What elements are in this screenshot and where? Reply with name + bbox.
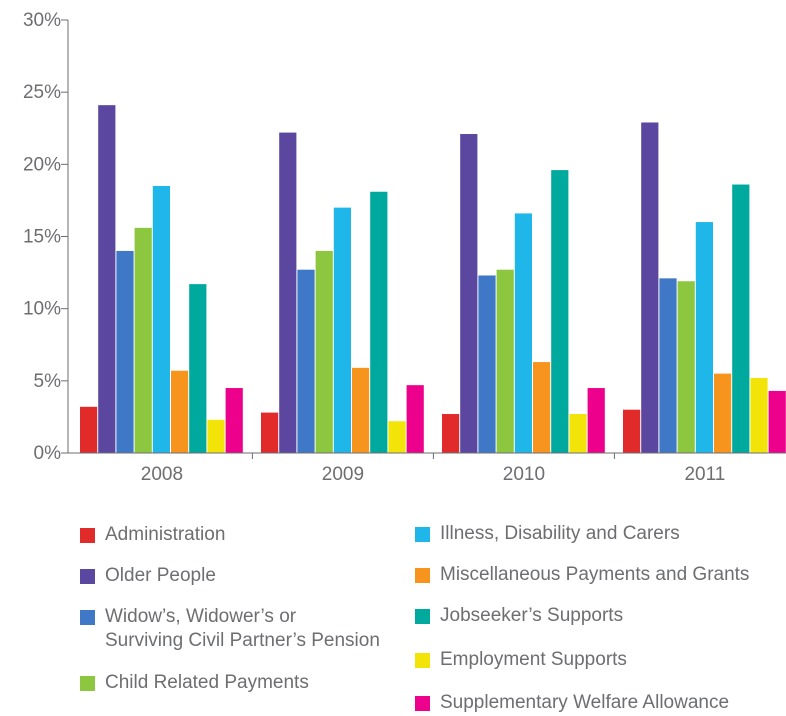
bar-2011-series-5 [714, 373, 732, 453]
y-tick-label: 0% [34, 443, 62, 464]
bar-2010-series-0 [442, 414, 460, 453]
legend-item-widows-pension: Widow’s, Widower’s or Surviving Civil Pa… [80, 605, 380, 653]
legend-item-supplementary-welfare: Supplementary Welfare Allowance [415, 691, 729, 715]
bar-2010-series-1 [460, 134, 478, 454]
bar-2009-series-8 [406, 385, 424, 453]
bar-2009-series-3 [315, 250, 333, 453]
legend-item-child-related: Child Related Payments [80, 671, 309, 695]
legend-item-jobseekers: Jobseeker’s Supports [415, 604, 623, 628]
bars [80, 105, 786, 454]
legend-label: Child Related Payments [105, 672, 309, 693]
bar-2010-series-7 [569, 414, 587, 453]
bar-2011-series-7 [750, 377, 768, 453]
bar-2011-series-6 [732, 184, 750, 454]
y-tick-label: 10% [23, 299, 61, 320]
y-tick-label: 25% [23, 82, 61, 103]
bar-2010-series-3 [496, 269, 514, 453]
bar-2011-series-1 [641, 122, 659, 453]
bar-2008-series-0 [80, 406, 98, 453]
x-axis-ticks: 2008 2009 2010 2011 [141, 453, 725, 485]
bar-2009-series-0 [261, 412, 279, 453]
bar-2009-series-2 [297, 269, 315, 453]
legend-label: Jobseeker’s Supports [440, 605, 624, 626]
legend-swatch [415, 653, 430, 668]
bar-2010-series-2 [478, 275, 496, 453]
legend-swatch [80, 610, 95, 625]
bar-2009-series-7 [388, 421, 406, 453]
y-tick-label: 30% [23, 10, 61, 31]
bar-2011-series-2 [659, 278, 677, 453]
legend-item-illness-disability: Illness, Disability and Carers [415, 522, 680, 546]
legend: Administration Older People Widow’s, Wid… [0, 505, 786, 713]
legend-swatch [415, 568, 430, 583]
bar-2008-series-7 [207, 419, 225, 453]
legend-swatch [80, 676, 95, 691]
bar-2009-series-5 [352, 367, 370, 453]
bar-2011-series-0 [623, 409, 641, 453]
bar-2008-series-6 [189, 284, 207, 453]
bar-2009-series-4 [333, 207, 351, 453]
legend-label: Widow’s, Widower’s or Surviving Civil Pa… [105, 606, 380, 651]
x-tick-label: 2011 [684, 464, 725, 485]
legend-swatch [415, 527, 430, 542]
bar-2010-series-6 [551, 170, 569, 453]
legend-item-employment: Employment Supports [415, 648, 627, 672]
bar-2010-series-4 [514, 213, 532, 453]
y-tick-label: 20% [23, 154, 61, 175]
y-tick-label: 5% [34, 371, 62, 392]
legend-item-miscellaneous: Miscellaneous Payments and Grants [415, 563, 749, 587]
bar-chart: 0% 5% 10% 15% 20% 25% 30% 2008 2009 2010 2011 [23, 10, 786, 485]
legend-swatch [415, 696, 430, 711]
bar-2010-series-8 [587, 388, 605, 453]
bar-2011-series-3 [677, 281, 695, 453]
y-axis-ticks: 0% 5% 10% 15% 20% 25% 30% [23, 10, 68, 464]
legend-swatch [415, 609, 430, 624]
legend-swatch [80, 569, 95, 584]
legend-label: Employment Supports [440, 649, 627, 670]
bar-2008-series-8 [225, 388, 243, 453]
bar-2008-series-4 [152, 185, 170, 453]
x-tick-label: 2010 [503, 464, 545, 485]
axes [67, 20, 786, 454]
legend-label: Miscellaneous Payments and Grants [440, 564, 750, 585]
legend-swatch [80, 528, 95, 543]
bar-2011-series-4 [695, 222, 713, 453]
legend-label: Older People [105, 565, 216, 586]
y-tick-label: 15% [23, 227, 61, 248]
bar-2009-series-1 [279, 132, 297, 453]
bar-2008-series-2 [116, 250, 134, 453]
bar-2008-series-1 [98, 105, 116, 453]
bar-2011-series-8 [768, 390, 786, 453]
legend-label: Illness, Disability and Carers [440, 523, 680, 544]
bar-2008-series-5 [171, 370, 189, 453]
x-tick-label: 2009 [322, 464, 364, 485]
legend-item-older-people: Older People [80, 564, 216, 588]
legend-label: Supplementary Welfare Allowance [440, 692, 730, 713]
legend-item-administration: Administration [80, 523, 225, 547]
x-tick-label: 2008 [141, 464, 183, 485]
legend-label: Administration [105, 524, 226, 545]
bar-2008-series-3 [134, 227, 152, 453]
bar-2009-series-6 [370, 191, 388, 454]
bar-2010-series-5 [533, 362, 551, 453]
